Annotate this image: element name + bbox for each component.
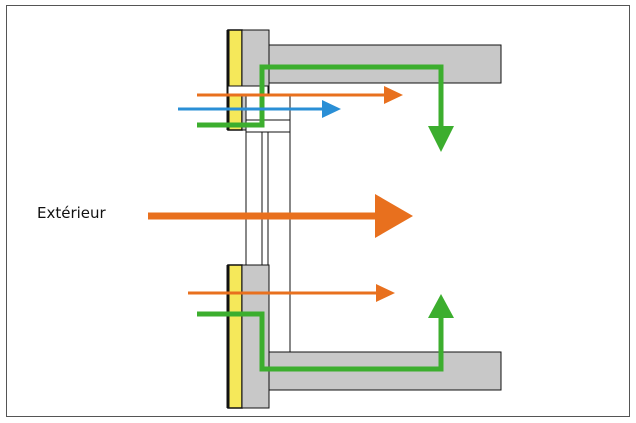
lower-insulation — [227, 264, 243, 409]
lower-heat-arrowhead — [376, 284, 395, 302]
lower-moisture-arrowhead — [428, 294, 454, 318]
moisture-flow-paths — [197, 64, 454, 372]
upper-moisture-arrowhead — [428, 126, 454, 152]
lower-wall-section — [226, 264, 502, 409]
air-flow-arrow — [178, 100, 341, 118]
air-arrowhead — [322, 100, 341, 118]
upper-slab — [268, 44, 502, 84]
upper-insulation — [227, 29, 243, 131]
upper-heat-arrowhead — [384, 86, 403, 104]
main-heat-arrowhead — [375, 194, 413, 238]
heat-flow-arrows — [148, 86, 413, 302]
lower-wall — [241, 264, 270, 409]
exterior-label: Extérieur — [37, 204, 107, 222]
upper-moisture-path — [197, 64, 444, 128]
lower-moisture-path — [197, 311, 444, 372]
